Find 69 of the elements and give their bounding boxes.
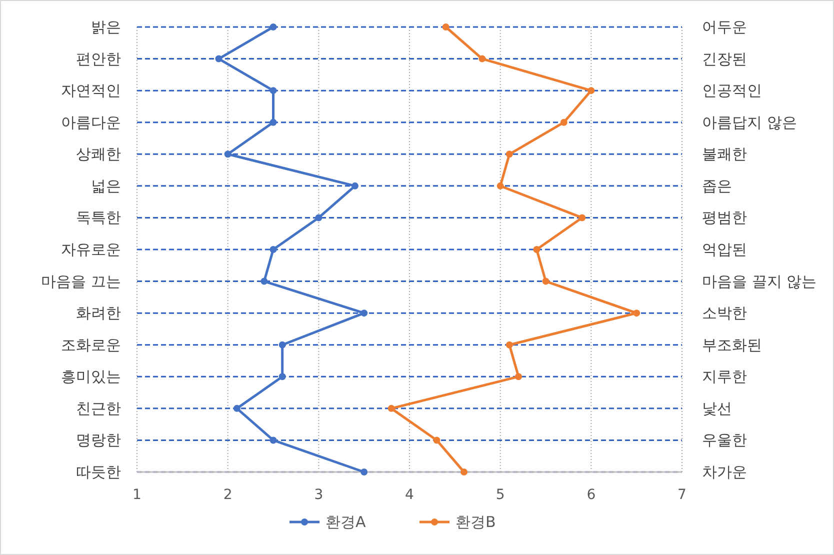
x-tick-label: 7	[678, 487, 686, 503]
point	[588, 87, 595, 94]
point	[578, 214, 586, 222]
y-tick-label: 명랑한	[76, 431, 121, 450]
legend-label: 환경A	[326, 513, 366, 531]
point	[542, 278, 550, 285]
y2-tick-label: 평범한	[702, 208, 747, 227]
y-tick-label: 따듯한	[76, 463, 121, 481]
x-tick-label: 6	[586, 487, 596, 503]
y2-tick-label: 낯선	[702, 399, 732, 418]
y2-tick-label: 어두운	[702, 18, 747, 36]
x-tick-label: 5	[496, 487, 505, 503]
y2-tick-label: 억압된	[702, 240, 747, 258]
point	[533, 246, 540, 253]
y-tick-label: 자연적인	[61, 82, 121, 100]
point	[506, 341, 513, 348]
point	[270, 436, 277, 444]
point	[360, 468, 368, 476]
point	[442, 24, 450, 30]
y-tick-label: 조화로운	[61, 336, 121, 354]
point	[270, 246, 277, 253]
y2-tick-label: 불쾌한	[702, 145, 747, 164]
point	[506, 150, 513, 158]
y-tick-label: 밝은	[91, 18, 121, 36]
y2-tick-label: 소박한	[702, 304, 747, 322]
y-tick-label: 넓은	[91, 176, 121, 195]
point	[496, 182, 504, 190]
y-tick-label: 상쾌한	[76, 145, 121, 164]
point	[315, 214, 322, 222]
y-tick-label: 자유로운	[61, 240, 121, 258]
point	[352, 182, 358, 190]
y2-tick-label: 좁은	[702, 176, 732, 195]
legend-label: 환경B	[456, 513, 496, 531]
x-tick-label: 1	[132, 487, 142, 503]
point	[478, 55, 486, 62]
y2-tick-label: 우울한	[702, 431, 747, 450]
y-tick-label: 흥미있는	[61, 368, 121, 386]
x-tick-label: 2	[223, 487, 232, 503]
y-tick-label: 친근한	[76, 399, 121, 418]
point	[260, 278, 268, 285]
y-tick-label: 독특한	[76, 208, 121, 227]
point	[270, 118, 277, 126]
point	[388, 404, 395, 412]
y2-tick-label: 인공적인	[702, 82, 762, 100]
point	[433, 436, 440, 444]
point	[233, 404, 240, 412]
y2-tick-label: 부조화된	[702, 336, 762, 354]
y2-tick-label: 마음을 끌지 않는	[702, 272, 817, 290]
point	[633, 310, 640, 317]
x-tick-label: 3	[314, 487, 324, 503]
point	[460, 468, 468, 476]
point	[560, 118, 568, 126]
y2-tick-label: 지루한	[702, 368, 747, 386]
point	[278, 373, 286, 380]
y2-tick-label: 아름답지 않은	[702, 113, 797, 132]
point	[360, 310, 368, 317]
point	[270, 87, 277, 94]
point	[215, 55, 222, 62]
y-tick-label: 아름다운	[61, 113, 121, 132]
point	[270, 24, 277, 30]
x-tick-label: 4	[405, 487, 414, 503]
point	[224, 150, 232, 158]
point	[278, 341, 286, 348]
y-tick-label: 마음을 끄는	[41, 272, 121, 290]
y2-tick-label: 긴장된	[702, 50, 747, 68]
y2-tick-label: 차가운	[702, 463, 747, 481]
y-tick-label: 화려한	[76, 304, 121, 322]
y-tick-label: 편안한	[76, 50, 121, 68]
point	[515, 373, 522, 380]
